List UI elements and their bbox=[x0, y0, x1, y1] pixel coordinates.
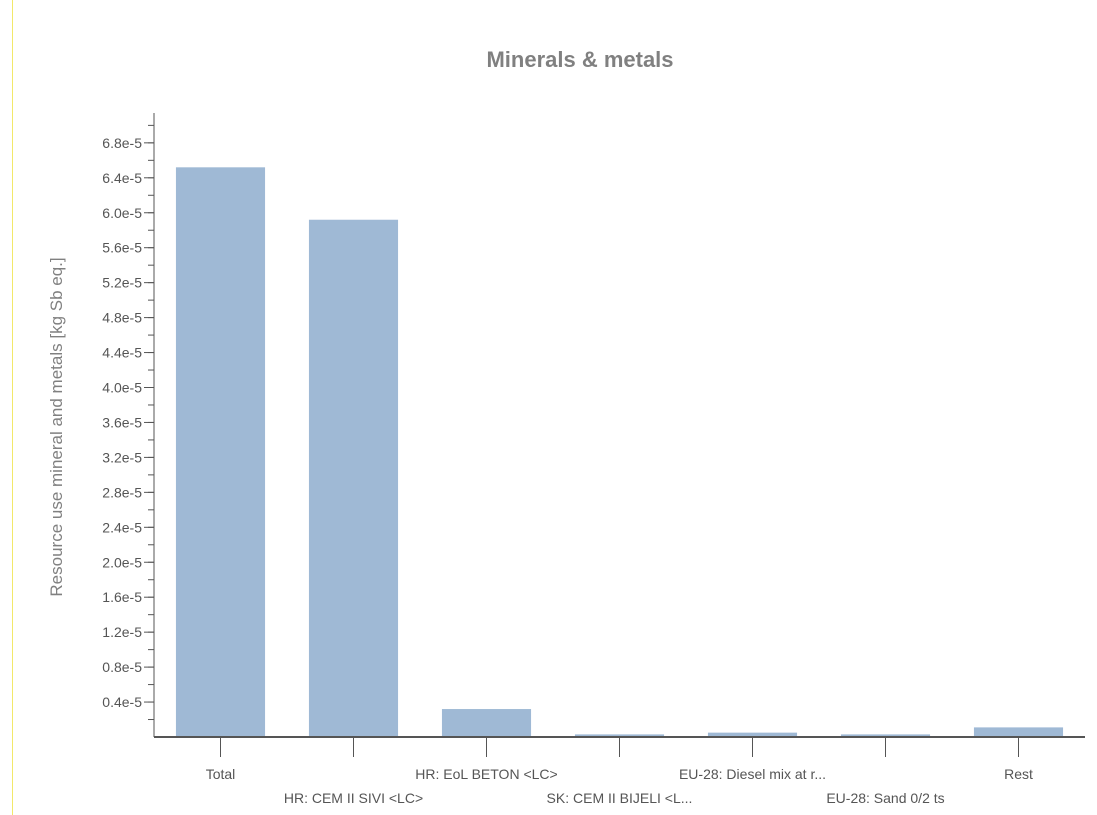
y-tick-label: 1.2e-5 bbox=[102, 624, 142, 640]
y-tick-label: 2.4e-5 bbox=[102, 519, 142, 535]
y-tick-label: 2.8e-5 bbox=[102, 484, 142, 500]
y-tick-label: 3.2e-5 bbox=[102, 449, 142, 465]
y-axis: 0.4e-5 0.8e-5 1.2e-5 1.6e-5 2.0e-5 2.4e-5 2.8e… bbox=[102, 113, 155, 737]
bar-1 bbox=[308, 219, 399, 738]
y-tick-label: 4.8e-5 bbox=[102, 310, 142, 326]
y-tick-label: 6.0e-5 bbox=[102, 205, 142, 221]
x-axis: Total HR: CEM II SIVI <LC> HR: EoL BETON <… bbox=[154, 736, 1085, 806]
y-tick-label: 6.4e-5 bbox=[102, 170, 142, 186]
bar-2 bbox=[441, 709, 532, 737]
x-category-label: Total bbox=[206, 766, 236, 782]
x-category-label: EU-28: Diesel mix at r... bbox=[679, 766, 826, 782]
y-tick-label: 0.4e-5 bbox=[102, 694, 142, 710]
left-accent-rule bbox=[12, 0, 13, 815]
y-tick-label: 5.2e-5 bbox=[102, 275, 142, 291]
x-category-label: EU-28: Sand 0/2 ts bbox=[826, 790, 944, 806]
y-axis-label: Resource use mineral and metals [kg Sb e… bbox=[47, 257, 66, 596]
x-category-label: HR: CEM II SIVI <LC> bbox=[284, 790, 423, 806]
bar-4 bbox=[707, 732, 798, 737]
x-category-label: HR: EoL BETON <LC> bbox=[415, 766, 557, 782]
y-tick-label: 2.0e-5 bbox=[102, 554, 142, 570]
y-tick-label: 3.6e-5 bbox=[102, 414, 142, 430]
y-tick-label: 5.6e-5 bbox=[102, 240, 142, 256]
y-tick-label: 4.4e-5 bbox=[102, 345, 142, 361]
chart-title: Minerals & metals bbox=[486, 47, 673, 72]
bar-5 bbox=[840, 734, 931, 737]
y-tick-label: 1.6e-5 bbox=[102, 589, 142, 605]
bar-0 bbox=[175, 167, 266, 737]
y-tick-label: 6.8e-5 bbox=[102, 135, 142, 151]
y-tick-label: 4.0e-5 bbox=[102, 380, 142, 396]
bars bbox=[175, 167, 1064, 738]
x-category-label: SK: CEM II BIJELI <L... bbox=[547, 790, 693, 806]
y-tick-label: 0.8e-5 bbox=[102, 659, 142, 675]
bar-3 bbox=[574, 734, 665, 737]
x-category-label: Rest bbox=[1004, 766, 1033, 782]
bar-6 bbox=[973, 727, 1064, 737]
